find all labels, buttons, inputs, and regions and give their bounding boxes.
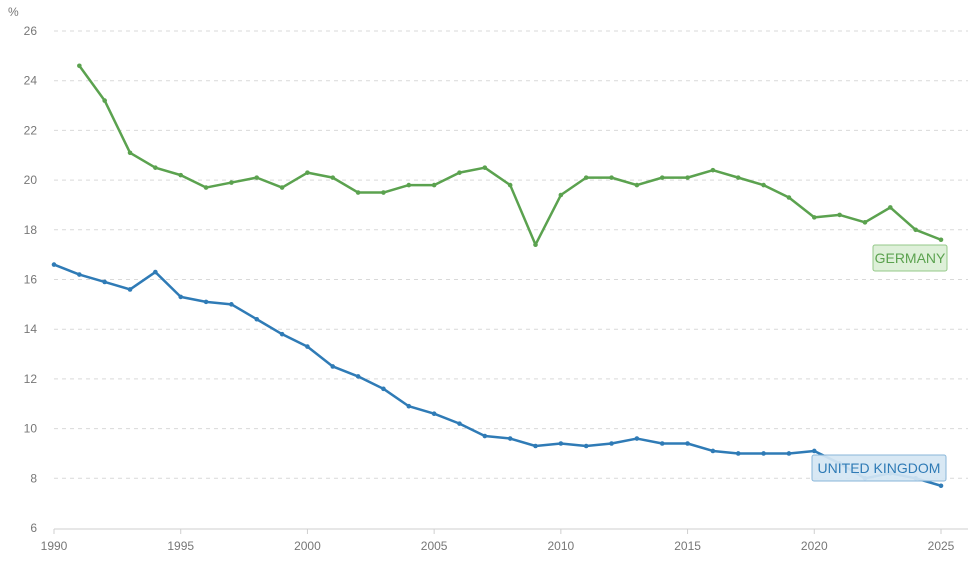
data-point-united-kingdom bbox=[609, 441, 614, 446]
y-tick-label: 12 bbox=[24, 372, 38, 386]
y-tick-label: 8 bbox=[30, 471, 37, 485]
data-point-germany bbox=[330, 175, 336, 180]
data-point-united-kingdom bbox=[102, 279, 107, 285]
x-tick-label: 2005 bbox=[421, 539, 448, 553]
data-point-united-kingdom bbox=[355, 374, 361, 379]
data-point-united-kingdom bbox=[254, 316, 260, 322]
series-layer bbox=[51, 63, 944, 489]
data-point-germany bbox=[178, 172, 184, 178]
data-point-germany bbox=[127, 150, 133, 156]
data-point-united-kingdom bbox=[305, 344, 310, 349]
data-point-germany bbox=[431, 182, 437, 188]
data-point-united-kingdom bbox=[583, 443, 589, 449]
data-point-united-kingdom bbox=[457, 421, 462, 426]
series-label-layer: GERMANY UNITED KINGDOM bbox=[811, 244, 948, 482]
data-point-germany bbox=[533, 242, 538, 248]
data-point-germany bbox=[203, 185, 209, 190]
data-point-united-kingdom bbox=[431, 411, 437, 416]
series-line-germany bbox=[78, 64, 943, 246]
data-point-united-kingdom bbox=[203, 299, 209, 305]
data-point-united-kingdom bbox=[761, 451, 766, 456]
data-point-germany bbox=[305, 170, 310, 175]
data-point-united-kingdom bbox=[178, 294, 184, 300]
data-point-germany bbox=[862, 220, 868, 225]
data-point-germany bbox=[254, 175, 260, 180]
x-tick-label: 1995 bbox=[167, 539, 194, 553]
series-line-united-kingdom bbox=[52, 263, 943, 488]
data-point-germany bbox=[355, 190, 361, 195]
series-label-box-germany bbox=[872, 244, 948, 272]
data-point-germany bbox=[457, 170, 462, 175]
x-tick-label: 2000 bbox=[294, 539, 321, 553]
y-axis-unit-label: % bbox=[8, 5, 19, 19]
data-point-germany bbox=[507, 182, 513, 188]
data-point-united-kingdom bbox=[381, 386, 386, 392]
grid-layer bbox=[54, 30, 968, 479]
data-point-united-kingdom bbox=[482, 433, 488, 439]
data-point-united-kingdom bbox=[127, 287, 133, 292]
data-point-germany bbox=[583, 175, 589, 180]
data-point-germany bbox=[406, 182, 412, 188]
data-point-united-kingdom bbox=[330, 364, 336, 369]
data-point-united-kingdom bbox=[279, 331, 285, 337]
data-point-germany bbox=[685, 175, 690, 180]
data-point-united-kingdom bbox=[710, 448, 716, 454]
x-tick-label: 1990 bbox=[41, 539, 68, 553]
x-tick-label: 2025 bbox=[928, 539, 955, 553]
data-point-germany bbox=[229, 180, 234, 185]
data-point-united-kingdom bbox=[51, 262, 57, 267]
data-point-germany bbox=[102, 98, 107, 103]
data-point-germany bbox=[837, 212, 842, 218]
series-label-box-united-kingdom bbox=[811, 454, 947, 482]
y-tick-label: 20 bbox=[24, 173, 38, 187]
y-tick-label: 14 bbox=[24, 322, 38, 336]
data-point-united-kingdom bbox=[153, 269, 158, 275]
y-tick-label: 6 bbox=[30, 521, 37, 535]
data-point-germany bbox=[153, 165, 158, 170]
x-tick-label: 2010 bbox=[548, 539, 575, 553]
data-point-germany bbox=[659, 175, 665, 180]
series-label-united-kingdom: UNITED KINGDOM bbox=[818, 460, 941, 476]
y-tick-label: 22 bbox=[24, 123, 38, 137]
x-tick-label: 2015 bbox=[674, 539, 701, 553]
data-point-united-kingdom bbox=[659, 441, 665, 446]
data-point-germany bbox=[609, 175, 614, 180]
y-tick-label: 26 bbox=[24, 24, 38, 38]
data-point-united-kingdom bbox=[406, 403, 412, 409]
data-point-germany bbox=[381, 190, 386, 195]
data-point-united-kingdom bbox=[685, 441, 690, 446]
data-point-united-kingdom bbox=[735, 451, 741, 456]
data-point-germany bbox=[279, 185, 285, 190]
data-point-germany bbox=[710, 167, 716, 173]
data-point-united-kingdom bbox=[229, 302, 234, 307]
data-point-united-kingdom bbox=[77, 272, 82, 277]
data-point-germany bbox=[482, 165, 488, 170]
data-point-germany bbox=[888, 205, 893, 210]
axis-layer: % 6 8 10 12 14 16 18 20 22 24 26 1990 1995 2000 2005 20… bbox=[8, 5, 968, 553]
y-tick-label: 18 bbox=[24, 223, 38, 237]
data-point-germany bbox=[811, 215, 817, 220]
data-point-united-kingdom bbox=[634, 436, 640, 441]
data-point-germany bbox=[558, 192, 564, 198]
data-point-germany bbox=[786, 195, 792, 200]
data-point-united-kingdom bbox=[533, 443, 538, 449]
y-tick-label: 24 bbox=[24, 74, 38, 88]
data-point-united-kingdom bbox=[938, 483, 944, 489]
y-tick-label: 10 bbox=[24, 422, 38, 436]
data-point-germany bbox=[735, 175, 741, 180]
series-label-germany: GERMANY bbox=[875, 250, 946, 266]
data-point-germany bbox=[761, 182, 766, 188]
data-point-germany bbox=[634, 182, 640, 188]
data-point-united-kingdom bbox=[507, 436, 513, 441]
x-tick-label: 2020 bbox=[801, 539, 828, 553]
data-point-germany bbox=[913, 227, 918, 233]
data-point-united-kingdom bbox=[558, 441, 564, 446]
data-point-germany bbox=[77, 63, 82, 69]
data-point-united-kingdom bbox=[811, 448, 817, 454]
data-point-germany bbox=[938, 237, 944, 243]
y-tick-label: 16 bbox=[24, 273, 38, 287]
data-point-united-kingdom bbox=[786, 451, 792, 456]
